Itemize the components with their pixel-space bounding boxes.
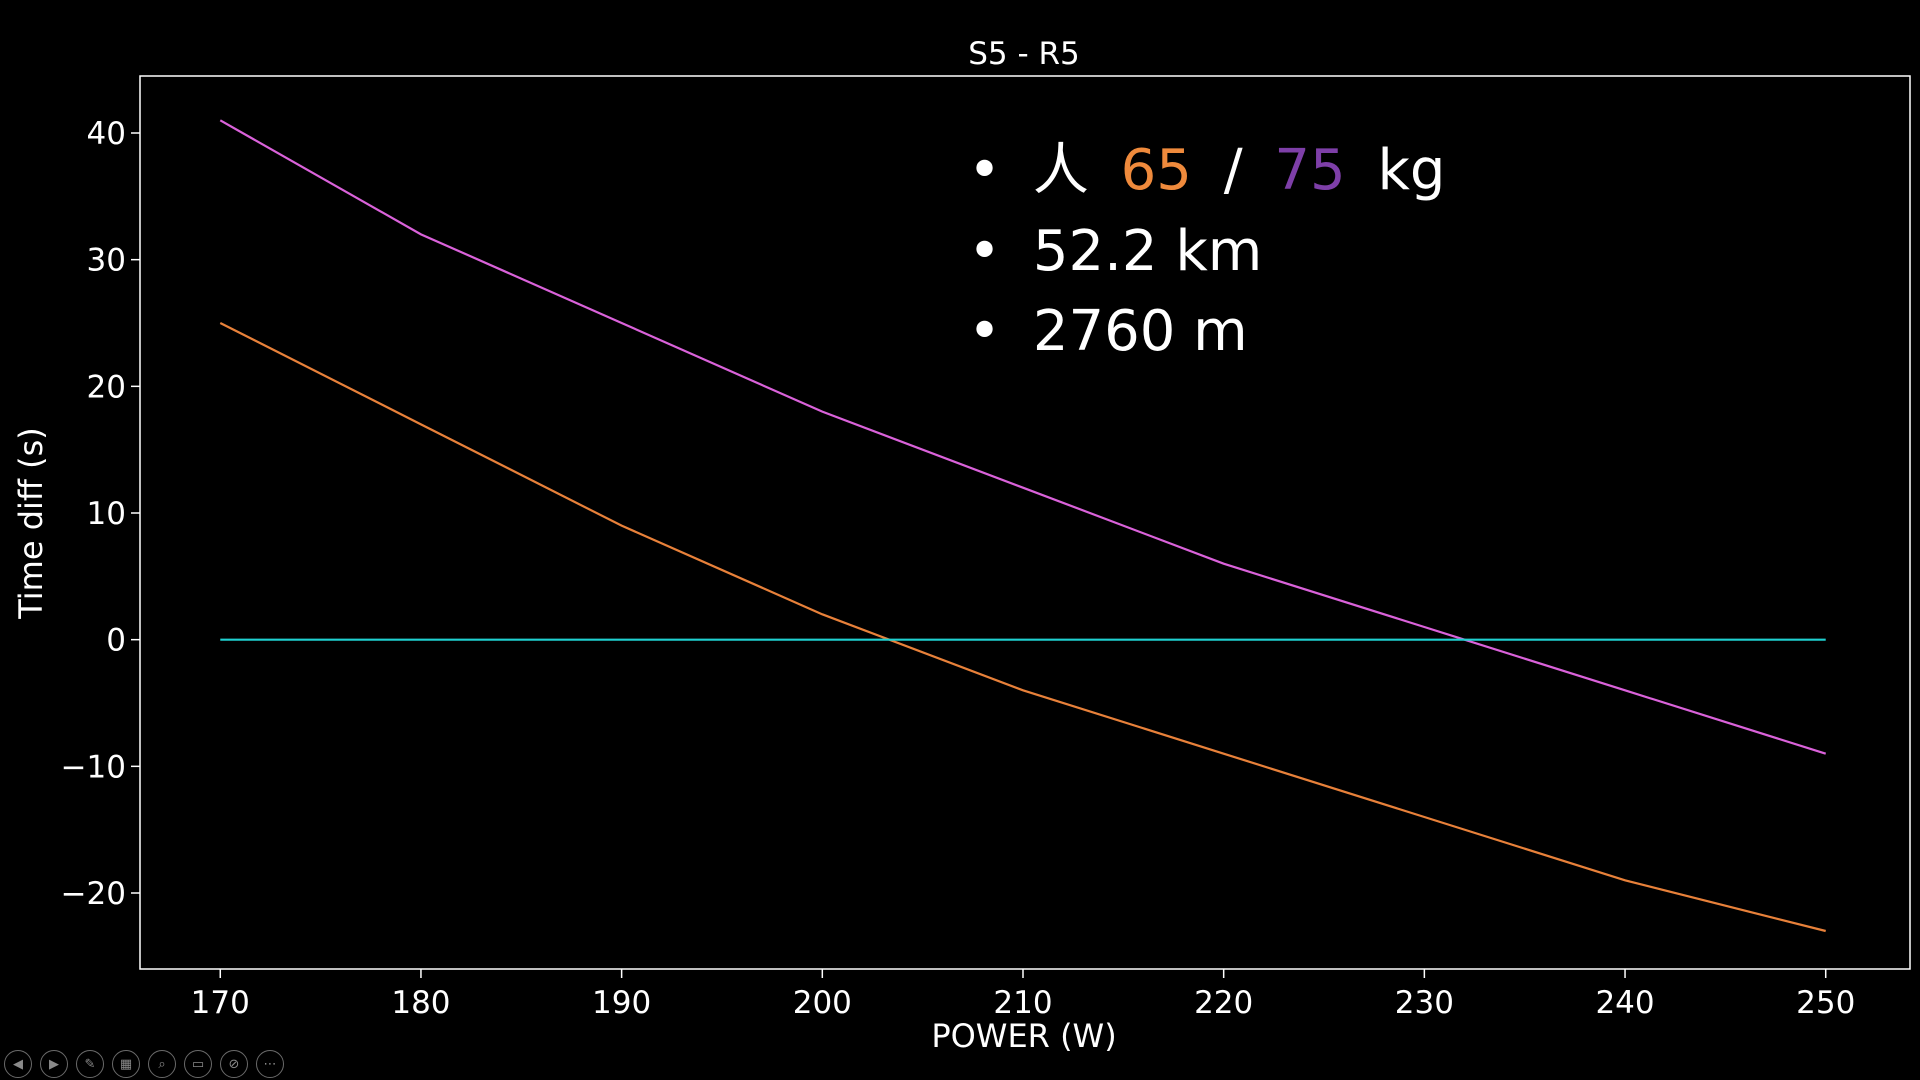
rider-label: 人 (1033, 138, 1089, 203)
camera-off-icon: ⊘ (228, 1056, 240, 1072)
prev-slide-button[interactable]: ◀ (4, 1050, 32, 1078)
more-icon: ⋯ (263, 1056, 277, 1072)
next-icon: ▶ (49, 1056, 59, 1072)
slides-icon: ▦ (119, 1056, 133, 1072)
x-axis-label: POWER (W) (931, 1017, 1116, 1055)
y-axis: −20 −10 0 10 20 30 40 (61, 116, 140, 912)
bullet: • (968, 219, 1001, 284)
subtitle-icon: ▭ (191, 1056, 205, 1072)
x-tick-label: 170 (191, 985, 250, 1021)
y-tick-label: 20 (87, 369, 126, 405)
y-tick-label: 10 (87, 496, 126, 532)
y-tick-label: −10 (61, 749, 126, 785)
annotation-line-elevation: • 2760 m (968, 299, 1248, 364)
x-axis: 170 180 190 200 210 220 230 240 250 (191, 969, 1855, 1021)
more-options-button[interactable]: ⋯ (256, 1050, 284, 1078)
x-tick-label: 250 (1796, 985, 1855, 1021)
x-tick-label: 210 (993, 985, 1052, 1021)
distance-value: 52.2 km (1033, 219, 1262, 284)
x-tick-label: 180 (391, 985, 450, 1021)
y-tick-label: −20 (61, 876, 126, 912)
slideshow-toolbar: ◀ ▶ ✎ ▦ ⌕ ▭ ⊘ ⋯ (4, 1050, 284, 1078)
x-tick-label: 190 (592, 985, 651, 1021)
weight-unit: kg (1378, 138, 1446, 203)
x-tick-label: 230 (1395, 985, 1454, 1021)
prev-icon: ◀ (13, 1056, 23, 1072)
annotation-line-weight: • 人 65 / 75 kg (968, 138, 1445, 203)
x-tick-label: 200 (793, 985, 852, 1021)
y-tick-label: 0 (106, 623, 126, 659)
series-line-2 (219, 322, 1826, 933)
camera-button[interactable]: ⊘ (220, 1050, 248, 1078)
y-axis-label: Time diff (s) (12, 427, 50, 620)
pen-button[interactable]: ✎ (76, 1050, 104, 1078)
zoom-button[interactable]: ⌕ (148, 1050, 176, 1078)
annotation-line-distance: • 52.2 km (968, 219, 1262, 284)
weight-value-1: 65 (1121, 138, 1192, 203)
weight-value-2: 75 (1274, 138, 1345, 203)
series-line-1 (219, 119, 1827, 755)
annotation-block: • 人 65 / 75 kg • 52.2 km • 2760 m (968, 138, 1445, 364)
series-lines (219, 119, 1827, 933)
subtitles-button[interactable]: ▭ (184, 1050, 212, 1078)
elevation-value: 2760 m (1033, 299, 1248, 364)
chart-title: S5 - R5 (968, 36, 1080, 72)
x-tick-label: 240 (1595, 985, 1654, 1021)
zoom-icon: ⌕ (158, 1056, 166, 1072)
pen-icon: ✎ (84, 1056, 96, 1072)
x-tick-label: 220 (1194, 985, 1253, 1021)
see-all-slides-button[interactable]: ▦ (112, 1050, 140, 1078)
next-slide-button[interactable]: ▶ (40, 1050, 68, 1078)
plot-frame (139, 75, 1911, 970)
y-tick-label: 30 (87, 243, 126, 279)
y-tick-label: 40 (87, 116, 126, 152)
bullet: • (968, 299, 1001, 364)
weight-separator: / (1224, 138, 1243, 203)
bullet: • (968, 138, 1001, 203)
